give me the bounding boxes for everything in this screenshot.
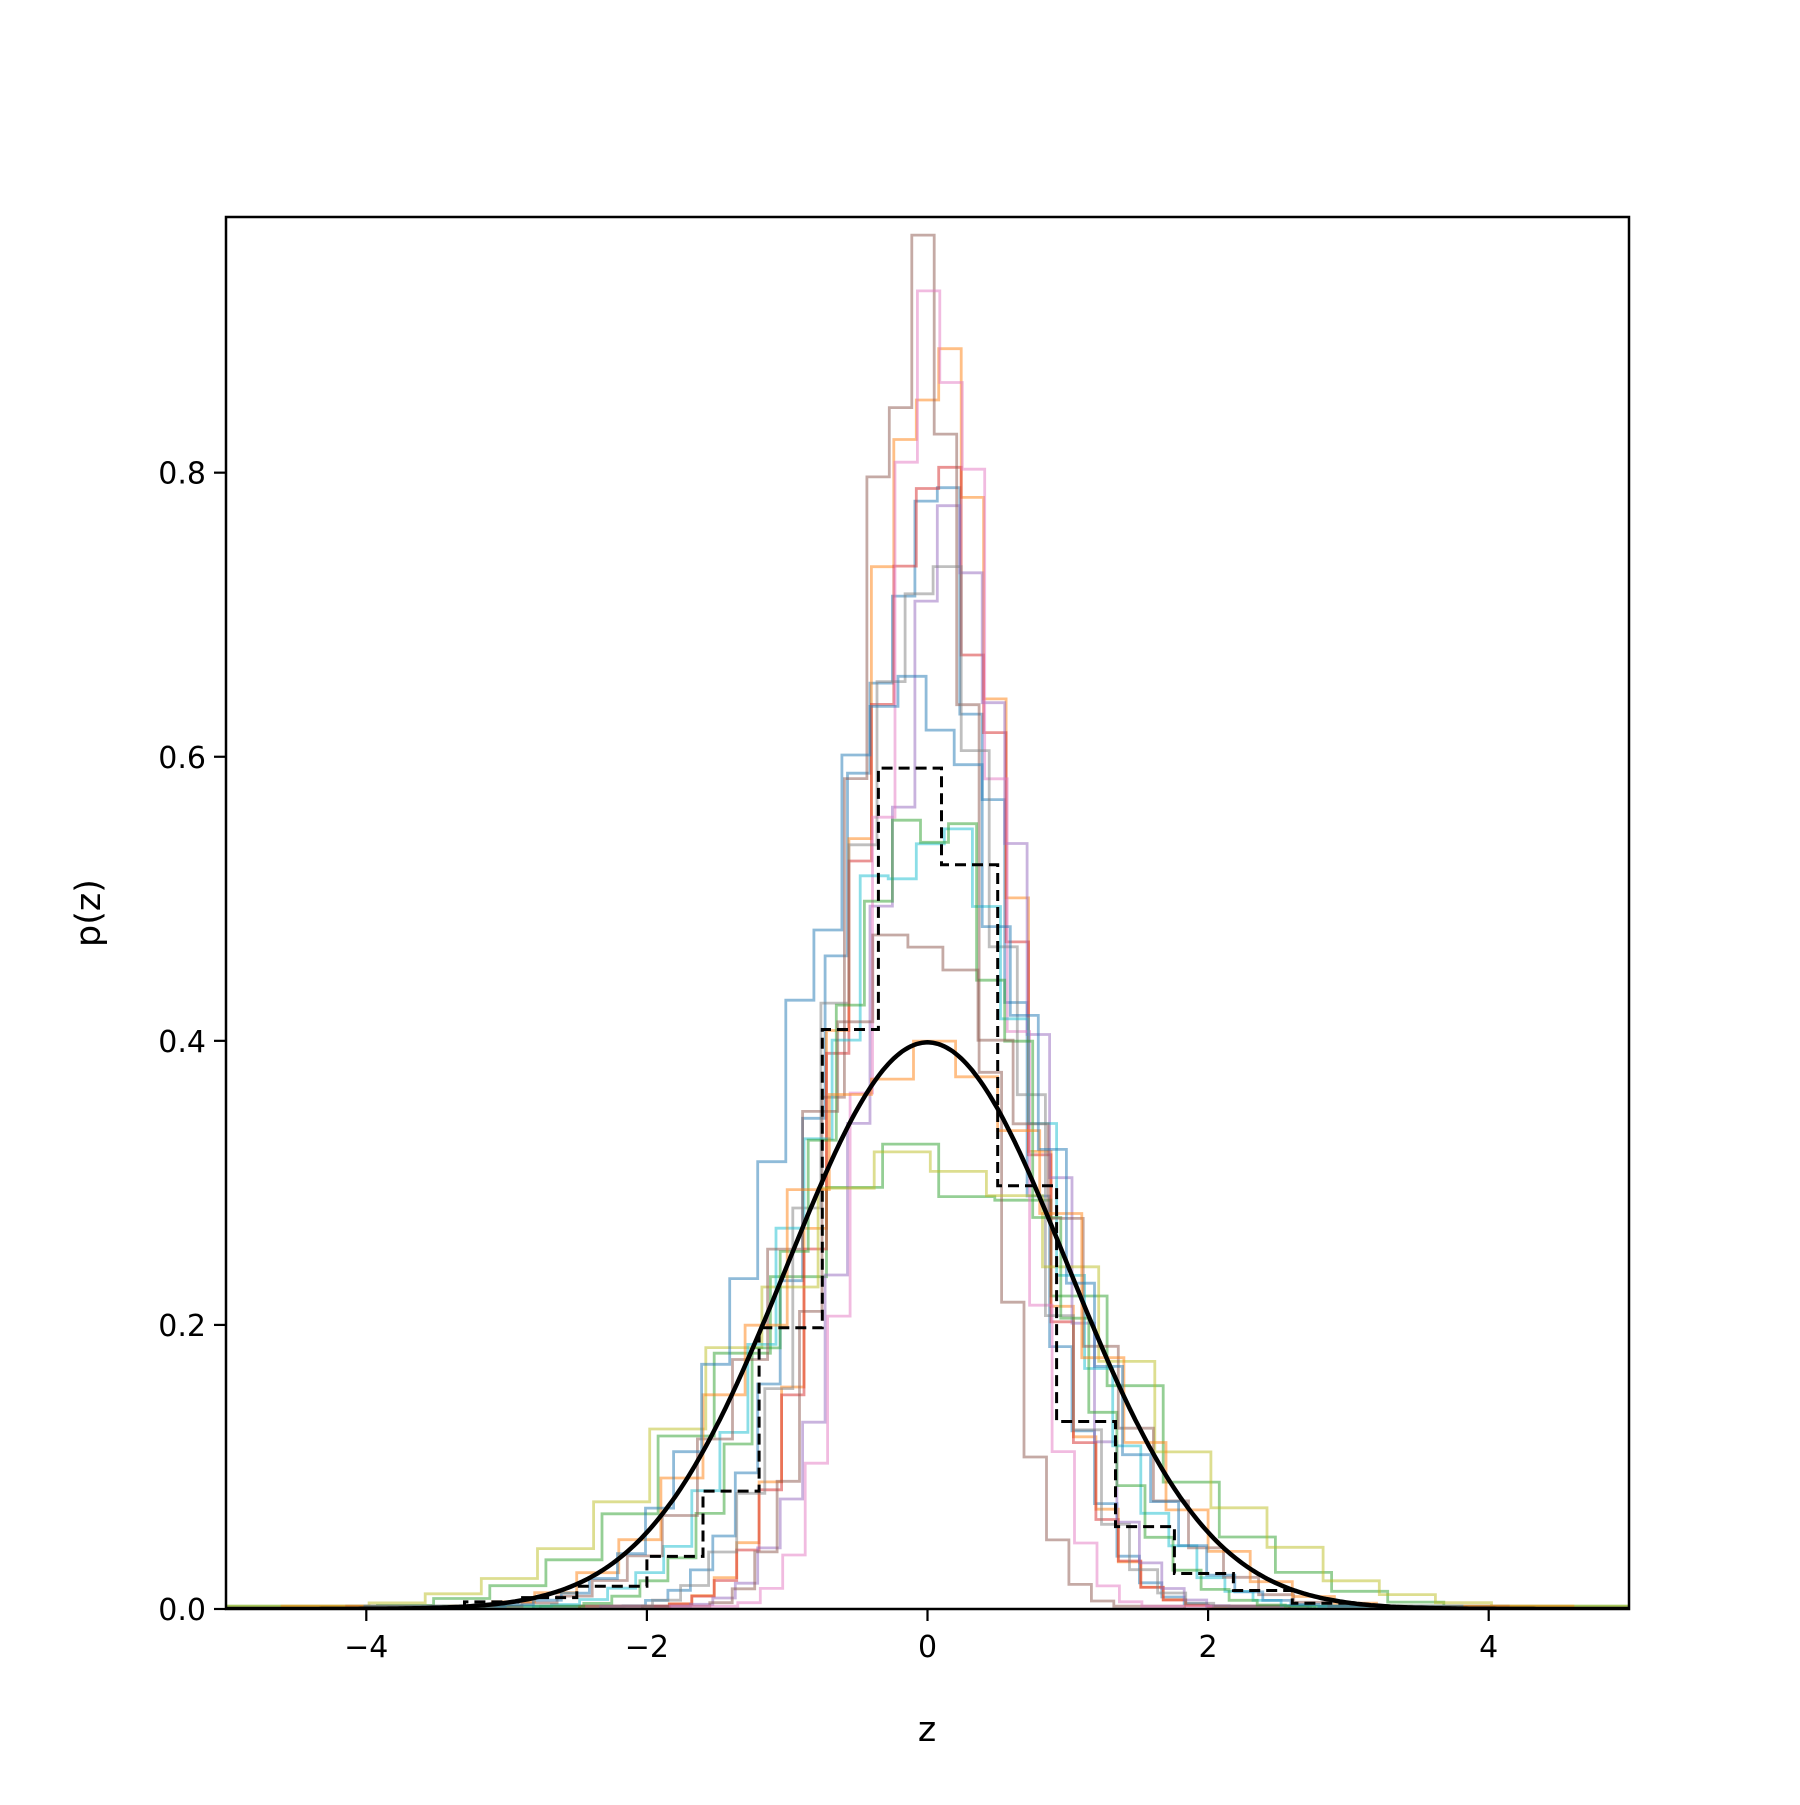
x-axis: −4 −2 0 2 4 — [344, 1609, 1498, 1665]
x-tick-label: 0 — [918, 1630, 937, 1665]
series-histogram-7 — [669, 289, 1214, 1609]
curve-layer — [226, 1040, 1629, 1609]
series-histogram-8 — [538, 565, 1317, 1609]
dashed-histogram — [463, 766, 1350, 1609]
normal-pdf-curve — [226, 1040, 1629, 1609]
x-axis-label: z — [918, 1710, 936, 1750]
series-histogram-11 — [442, 818, 1413, 1609]
series-histogram-5 — [599, 504, 1312, 1609]
series-histogram-3 — [226, 1142, 1629, 1608]
x-tick-label: 4 — [1479, 1630, 1498, 1665]
y-tick-label: 0.0 — [158, 1593, 206, 1628]
dashed-layer — [463, 766, 1350, 1609]
x-tick-label: −2 — [625, 1630, 669, 1665]
y-tick-label: 0.8 — [158, 457, 206, 492]
series-histogram-14 — [363, 674, 1464, 1609]
series-histogram-9 — [226, 1150, 1629, 1608]
y-tick-label: 0.6 — [158, 741, 206, 776]
y-axis-label: p(z) — [69, 879, 109, 947]
series-histogram-6 — [641, 233, 1186, 1609]
y-tick-label: 0.4 — [158, 1025, 206, 1060]
y-axis: 0.0 0.2 0.4 0.6 0.8 — [158, 457, 226, 1628]
x-tick-label: 2 — [1199, 1630, 1218, 1665]
x-tick-label: −4 — [344, 1630, 388, 1665]
y-tick-label: 0.2 — [158, 1309, 206, 1344]
